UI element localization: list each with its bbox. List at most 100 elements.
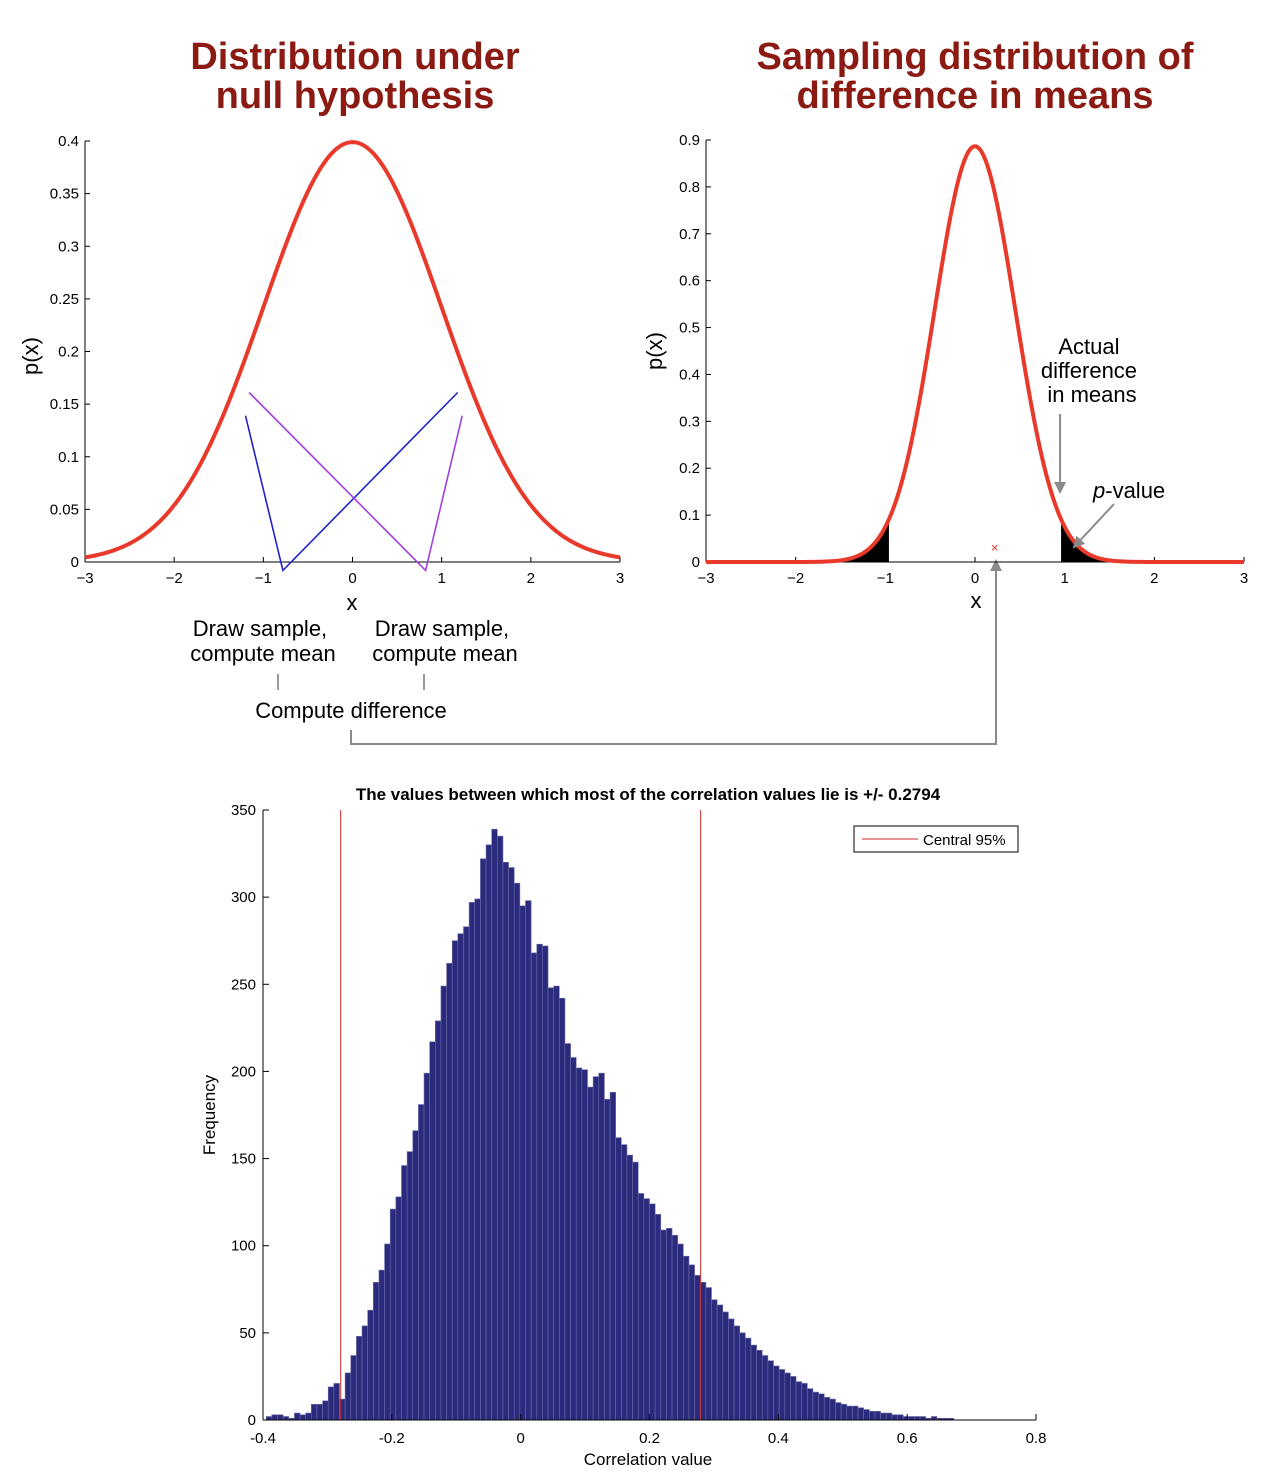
- c3-histogram-bar: [807, 1388, 814, 1421]
- c3-histogram-bar: [581, 1069, 588, 1421]
- c3-histogram-bar: [756, 1349, 763, 1421]
- c3-x-tick-label: 0.4: [768, 1430, 789, 1447]
- c2-pvalue-italic: p: [1092, 478, 1105, 503]
- c2-y-tick-label: 0.4: [679, 366, 700, 383]
- c2-x-tick-label: −3: [697, 570, 714, 587]
- correlation-histogram: The values between which most of the cor…: [200, 785, 1046, 1469]
- c3-histogram-bar: [931, 1416, 938, 1421]
- c3-histogram-bar: [801, 1383, 808, 1421]
- c3-histogram-bar: [282, 1416, 290, 1421]
- c3-histogram-bar: [542, 945, 549, 1421]
- c2-y-label: p(x): [642, 332, 667, 370]
- c1-normal-curve: [84, 140, 621, 560]
- c3-histogram-bar: [502, 861, 509, 1421]
- c3-histogram-bar: [491, 828, 498, 1421]
- c1-y-tick-label: 0.4: [58, 133, 79, 150]
- connector-arrow: [350, 559, 1002, 745]
- c3-histogram-bar: [773, 1365, 780, 1421]
- c3-histogram-bar: [869, 1410, 876, 1421]
- c1-right-note: Draw sample, compute mean: [372, 616, 518, 666]
- c3-histogram-bar: [547, 987, 554, 1421]
- c1-y-tick-label: 0.05: [50, 501, 79, 518]
- c3-title: The values between which most of the cor…: [356, 785, 941, 804]
- c1-x-tick-label: 1: [437, 570, 445, 587]
- c3-histogram-bar: [592, 1076, 600, 1421]
- c3-histogram-bar: [463, 926, 470, 1421]
- null-distribution-chart: −3 −2 −1 0 1 2 300.050.10.150.20.250.30.350.4 …: [18, 133, 624, 723]
- c1-x-tick-label: −1: [255, 570, 272, 587]
- c3-histogram-bar: [711, 1299, 718, 1421]
- c2-y-tick-label: 0.7: [679, 226, 700, 243]
- c3-histogram-bar: [311, 1404, 318, 1421]
- c3-histogram-bar: [812, 1391, 819, 1421]
- c2-actual-diff-note: Actual difference in means: [1041, 334, 1143, 407]
- c3-histogram-bar: [897, 1414, 904, 1421]
- c2-x-tick-label: 2: [1150, 570, 1158, 587]
- c3-histogram-bar: [840, 1404, 848, 1421]
- c3-histogram-bar: [818, 1393, 825, 1421]
- c2-x-tick-label: 1: [1060, 570, 1068, 587]
- c3-x-tick-label: -0.4: [250, 1430, 276, 1447]
- c3-histogram-bar: [835, 1402, 842, 1421]
- c3-histogram-bar: [406, 1151, 414, 1421]
- c1-x-tick-label: −3: [76, 570, 93, 587]
- c3-y-tick-label: 350: [231, 802, 256, 819]
- c3-histogram-bar: [350, 1355, 357, 1421]
- c3-histogram-bar: [666, 1227, 673, 1421]
- c3-histogram-bar: [683, 1255, 690, 1421]
- c2-left-tail-shade: [706, 519, 889, 562]
- c3-histogram-bar: [451, 940, 459, 1421]
- c3-histogram-bar: [604, 1099, 611, 1421]
- c2-y-tick-label: 0.9: [679, 132, 700, 149]
- left-title-line-1: Distribution under: [190, 36, 520, 78]
- c3-histogram-bar: [745, 1337, 752, 1421]
- c3-histogram-bar: [829, 1398, 836, 1421]
- c3-legend-label: Central 95%: [923, 832, 1006, 849]
- c3-histogram-bar: [530, 952, 538, 1421]
- right-title-line-2: difference in means: [796, 75, 1154, 117]
- c3-histogram-bar: [874, 1410, 881, 1421]
- c3-histogram-bar: [598, 1072, 605, 1421]
- c3-histogram-bar: [570, 1057, 577, 1421]
- c3-histogram-bar: [885, 1412, 893, 1421]
- c1-y-tick-label: 0.3: [58, 238, 79, 255]
- c3-histogram-bar: [316, 1404, 323, 1421]
- c2-x-tick-label: 3: [1240, 570, 1248, 587]
- c3-histogram-bar: [750, 1344, 757, 1421]
- c3-x-label: Correlation value: [584, 1450, 713, 1469]
- c3-histogram-bar: [322, 1400, 329, 1421]
- c3-histogram-bar: [688, 1264, 695, 1421]
- c1-left-note-line-2: compute mean: [190, 641, 336, 666]
- c3-y-tick-label: 200: [231, 1063, 256, 1080]
- c3-histogram-bar: [344, 1372, 352, 1421]
- c3-histogram-bar: [857, 1407, 864, 1421]
- c3-histogram-bar: [271, 1414, 278, 1421]
- c3-histogram-bar: [705, 1287, 712, 1421]
- c3-histogram-bar: [327, 1386, 335, 1421]
- c3-histogram-bar: [575, 1067, 583, 1421]
- c2-y-tick-label: 0.3: [679, 413, 700, 430]
- c3-histogram-bar: [559, 997, 566, 1421]
- c3-histogram-bar: [733, 1325, 740, 1421]
- c1-right-note-line-2: compute mean: [372, 641, 518, 666]
- c3-histogram-bar: [615, 1137, 622, 1421]
- c3-histogram-bar: [649, 1203, 656, 1421]
- c2-x-label: x: [971, 588, 982, 613]
- c3-histogram-bar: [356, 1336, 363, 1421]
- c3-histogram-bar: [435, 1020, 442, 1421]
- c1-x-tick-label: 3: [616, 570, 624, 587]
- c3-histogram-bar: [508, 867, 515, 1421]
- c3-histogram-bar: [333, 1383, 340, 1421]
- c2-y-tick-label: 0.5: [679, 320, 700, 337]
- c3-histogram-bar: [457, 933, 464, 1421]
- c1-left-note: Draw sample, compute mean: [190, 616, 336, 666]
- c3-histogram-bar: [671, 1234, 678, 1421]
- c1-y-label: p(x): [18, 337, 43, 375]
- c3-histogram-bar: [485, 844, 492, 1421]
- c3-histogram-bar: [277, 1414, 284, 1421]
- c3-histogram-bar: [795, 1381, 802, 1421]
- c1-sample-line-2: [248, 391, 463, 572]
- c1-sample-line-1: [244, 391, 459, 572]
- c3-histogram-bar: [474, 898, 481, 1421]
